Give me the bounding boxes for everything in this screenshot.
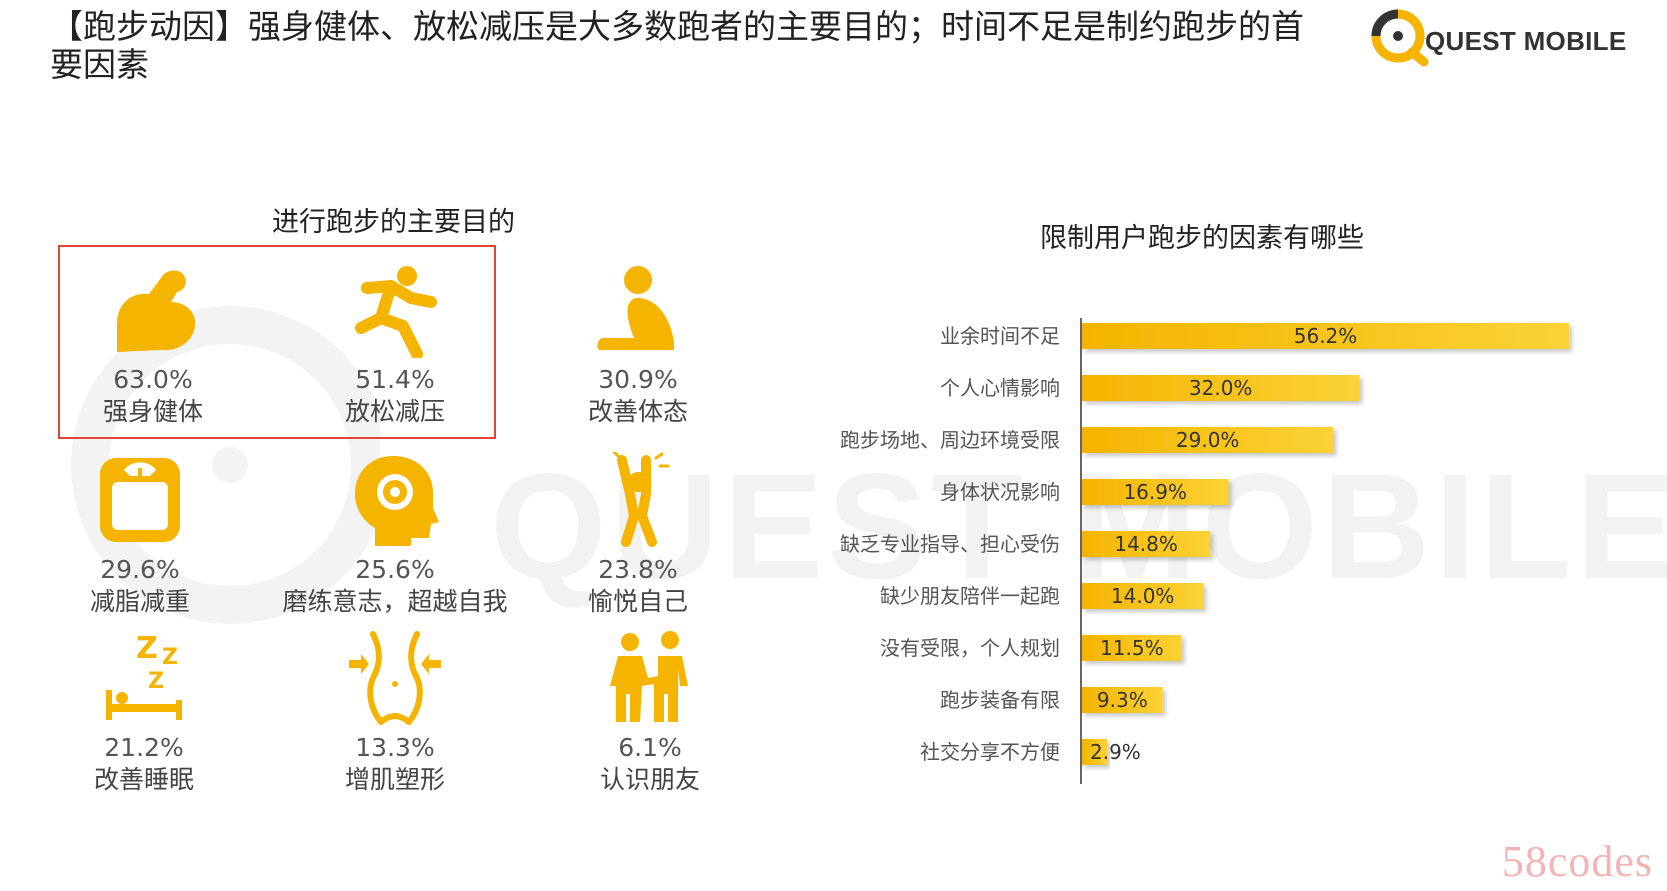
purpose-item-sleep: Z Z Z 21.2% 改善睡眠: [24, 630, 264, 796]
purpose-pct: 51.4%: [355, 365, 435, 394]
bar: [1082, 739, 1108, 765]
purpose-label: 改善体态: [587, 397, 688, 426]
flexed-arm-icon: [117, 270, 196, 352]
weight-scale-icon: [100, 458, 180, 542]
category-label: 跑步装备有限: [940, 688, 1060, 712]
bar: [1082, 531, 1211, 557]
sleeping-bed-icon: Z Z Z: [106, 631, 182, 720]
category-label: 跑步场地、周边环境受限: [840, 428, 1060, 452]
value-label: 14.8%: [1114, 532, 1178, 556]
quest-mobile-logo: [1371, 9, 1429, 67]
purposes-title: 进行跑步的主要目的: [272, 207, 515, 238]
category-label: 缺少朋友陪伴一起跑: [880, 584, 1060, 608]
purpose-item-muscle: 13.3% 增肌塑形: [275, 630, 515, 796]
watermark-text: QUEST MOBILE: [490, 442, 1667, 610]
purpose-pct: 25.6%: [355, 555, 435, 584]
purpose-label: 愉悦自己: [587, 587, 688, 616]
category-label: 缺乏专业指导、担心受伤: [840, 532, 1060, 556]
purpose-pct: 13.3%: [355, 733, 435, 762]
cheering-person-icon: [612, 452, 670, 547]
running-person-icon: [355, 266, 437, 358]
svg-text:Z: Z: [136, 631, 158, 666]
purpose-label: 认识朋友: [599, 765, 700, 794]
bar: [1082, 583, 1204, 609]
value-label: 2.9%: [1090, 740, 1141, 764]
category-label: 业余时间不足: [940, 324, 1060, 348]
purpose-pct: 23.8%: [598, 555, 678, 584]
category-label: 社交分享不方便: [920, 740, 1060, 764]
head-gear-icon: [355, 456, 439, 546]
svg-text:Z: Z: [148, 669, 164, 694]
site-watermark: 58codes: [1501, 837, 1653, 886]
purpose-pct: 29.6%: [100, 555, 180, 584]
purpose-item-weight-loss: 29.6% 减脂减重: [20, 452, 260, 618]
purpose-label: 增肌塑形: [344, 765, 445, 794]
value-label: 9.3%: [1097, 688, 1148, 712]
purpose-item-strength: 63.0% 强身健体: [33, 262, 273, 428]
bar: [1082, 427, 1334, 453]
page-title: 【跑步动因】强身健体、放松减压是大多数跑者的主要目的；时间不足是制约跑步的首要因…: [50, 7, 1304, 84]
value-label: 29.0%: [1176, 428, 1240, 452]
purpose-label: 磨练意志，超越自我: [282, 587, 508, 616]
purpose-pct: 63.0%: [113, 365, 193, 394]
category-label: 个人心情影响: [940, 376, 1060, 400]
purpose-pct: 21.2%: [104, 733, 184, 762]
bar: [1082, 375, 1360, 401]
value-label: 11.5%: [1100, 636, 1164, 660]
purpose-item-relax: 51.4% 放松减压: [275, 262, 515, 428]
value-label: 16.9%: [1123, 480, 1187, 504]
purpose-pct: 30.9%: [598, 365, 678, 394]
waist-shaping-icon: [349, 631, 441, 725]
chart-title: 限制用户跑步的因素有哪些: [1040, 223, 1364, 254]
svg-text:Z: Z: [162, 645, 178, 670]
purpose-label: 减脂减重: [89, 587, 190, 616]
stretching-person-icon: [597, 266, 674, 350]
bar: [1082, 687, 1163, 713]
brand-name: QUEST MOBILE: [1425, 26, 1627, 56]
purpose-label: 强身健体: [102, 397, 203, 426]
bar: [1082, 323, 1570, 349]
purpose-pct: 6.1%: [618, 733, 682, 762]
bar: [1082, 635, 1182, 661]
value-label: 56.2%: [1294, 324, 1358, 348]
value-label: 14.0%: [1111, 584, 1175, 608]
purpose-label: 放松减压: [344, 397, 445, 426]
category-label: 身体状况影响: [940, 480, 1060, 504]
category-label: 没有受限，个人规划: [880, 636, 1060, 660]
constraint-bar-chart: 业余时间不足 56.2% 个人心情影响 32.0% 跑步场地、周边环境受限 29.0% 身体…: [840, 318, 1570, 784]
purpose-item-posture: 30.9% 改善体态: [518, 262, 758, 428]
purpose-item-friends: 6.1% 认识朋友: [530, 630, 770, 796]
highlight-box: [58, 245, 496, 439]
two-friends-icon: [610, 631, 688, 722]
purpose-label: 改善睡眠: [93, 765, 194, 794]
purpose-item-willpower: 25.6% 磨练意志，超越自我: [275, 452, 515, 618]
value-label: 32.0%: [1189, 376, 1253, 400]
purpose-item-joy: 23.8% 愉悦自己: [518, 452, 758, 618]
bar: [1082, 479, 1229, 505]
